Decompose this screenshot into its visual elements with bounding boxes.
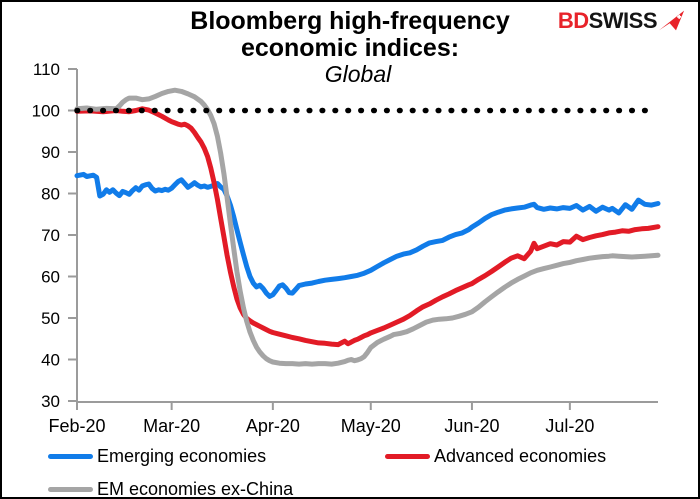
legend-swatch-advanced-economies	[385, 453, 430, 459]
chart-title-line-2: economic indices:	[240, 34, 460, 62]
legend-item-advanced-economies: Advanced economies	[385, 446, 606, 466]
bdswiss-arrow-icon	[658, 10, 685, 31]
y-tick-label: 50	[41, 309, 60, 328]
chart-title-line-1: Bloomberg high-frequency	[190, 7, 510, 35]
y-tick-label: 40	[41, 351, 60, 370]
legend-label-advanced-economies: Advanced economies	[434, 445, 607, 466]
x-tick-label: May-20	[341, 416, 401, 436]
series-line-0	[74, 171, 661, 299]
legend-swatch-em-economies-ex-china	[48, 486, 93, 492]
y-tick-label: 80	[41, 185, 60, 204]
chart-subtitle: Global	[324, 61, 392, 87]
y-tick-label: 110	[33, 60, 60, 79]
y-tick-label: 70	[41, 226, 60, 245]
logo-bd-text: BD	[557, 8, 589, 33]
legend-item-emerging-economies: Emerging economies	[48, 446, 266, 466]
series-line-1	[74, 106, 661, 348]
x-tick-label: Feb-20	[48, 416, 105, 436]
y-tick-label: 60	[41, 268, 60, 287]
logo-swiss-text: SWISS	[588, 8, 658, 33]
y-tick-label: 30	[41, 392, 60, 411]
bdswiss-logo: BD SWISS	[557, 8, 685, 33]
legend-item-em-economies-ex-china: EM economies ex-China	[48, 478, 294, 499]
y-tick-label: 90	[41, 143, 60, 162]
legend-swatch-emerging-economies	[48, 453, 93, 459]
y-tick-label: 100	[32, 102, 60, 121]
legend-label-em-economies-ex-china: EM economies ex-China	[97, 478, 294, 499]
x-tick-label: Jun-20	[444, 416, 499, 436]
x-tick-label: Apr-20	[246, 416, 300, 436]
legend-label-emerging-economies: Emerging economies	[97, 445, 267, 466]
chart-title-block: Bloomberg high-frequency economic indice…	[2, 8, 698, 87]
x-tick-label: Jul-20	[545, 416, 594, 436]
series-line-2	[74, 87, 661, 367]
x-tick-label: Mar-20	[143, 416, 200, 436]
